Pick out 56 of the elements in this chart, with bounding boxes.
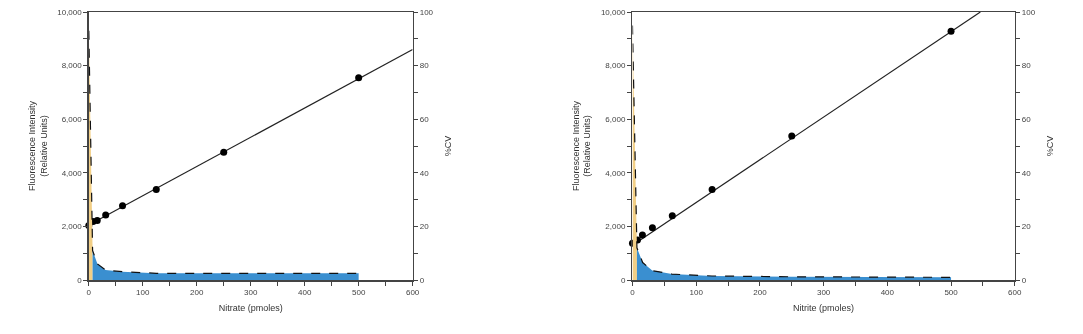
y-tick-label: 2,000 <box>61 222 83 232</box>
point <box>947 27 955 35</box>
x-tick-label: 500 <box>351 288 366 298</box>
point <box>119 202 127 210</box>
y2-tick-label: 40 <box>1021 168 1032 178</box>
x-tick-label: 400 <box>880 288 895 298</box>
y2-tick-label: 60 <box>419 115 430 124</box>
x-tick-label: 600 <box>1008 288 1022 298</box>
point <box>93 217 101 224</box>
point <box>220 148 228 156</box>
y-tick-label: 0 <box>620 275 626 285</box>
x-axis-title: Nitrate (pmoles) <box>218 302 283 313</box>
x-tick-label: 300 <box>816 288 831 298</box>
point <box>102 211 110 219</box>
point <box>708 185 716 193</box>
y2-tick-label: 100 <box>1021 7 1036 17</box>
point <box>668 212 676 220</box>
y2-tick-label: 60 <box>1021 115 1032 124</box>
point <box>648 224 656 232</box>
y2-tick-label: 0 <box>1021 275 1027 285</box>
x-tick-label: 100 <box>136 288 150 298</box>
y2-tick-label: 20 <box>419 222 430 232</box>
y2-tick-label: 80 <box>419 61 430 71</box>
y2-tick-label: 100 <box>419 7 434 17</box>
y2-tick-label: 80 <box>1021 61 1032 71</box>
y-tick-label: 4,000 <box>605 168 626 178</box>
y2-axis-title: %CV <box>1045 135 1056 157</box>
y-tick-label: 6,000 <box>605 115 626 124</box>
y-tick-label: 10,000 <box>57 7 83 17</box>
y-tick-label: 10,000 <box>600 7 626 17</box>
y2-axis-title: %CV <box>443 135 454 157</box>
x-tick-label: 0 <box>630 288 636 298</box>
point <box>355 74 363 82</box>
point <box>638 231 646 239</box>
y-tick-label: 8,000 <box>61 61 83 71</box>
x-tick-label: 600 <box>405 288 420 298</box>
y-axis-title: Fluorescence Intensity (Relative Units) <box>27 100 49 192</box>
x-tick-label: 400 <box>298 288 312 298</box>
point <box>788 132 796 140</box>
point <box>152 185 160 193</box>
y-axis-title: Fluorescence Intensity (Relative Units) <box>570 100 593 192</box>
x-tick-label: 500 <box>944 288 959 298</box>
y2-tick-label: 0 <box>419 275 425 285</box>
x-tick-label: 0 <box>86 288 92 298</box>
y-tick-label: 8,000 <box>605 61 626 71</box>
y-tick-label: 2,000 <box>605 222 626 232</box>
x-tick-label: 200 <box>190 288 204 298</box>
x-tick-label: 100 <box>689 288 704 298</box>
y2-tick-label: 20 <box>1021 222 1032 232</box>
y-tick-label: 0 <box>77 275 83 285</box>
x-tick-label: 300 <box>244 288 258 298</box>
y2-tick-label: 40 <box>419 168 430 178</box>
x-tick-label: 200 <box>753 288 768 298</box>
y-tick-label: 6,000 <box>61 115 83 124</box>
x-axis-title: Nitrite (pmoles) <box>793 302 855 313</box>
y-tick-label: 4,000 <box>61 168 83 178</box>
